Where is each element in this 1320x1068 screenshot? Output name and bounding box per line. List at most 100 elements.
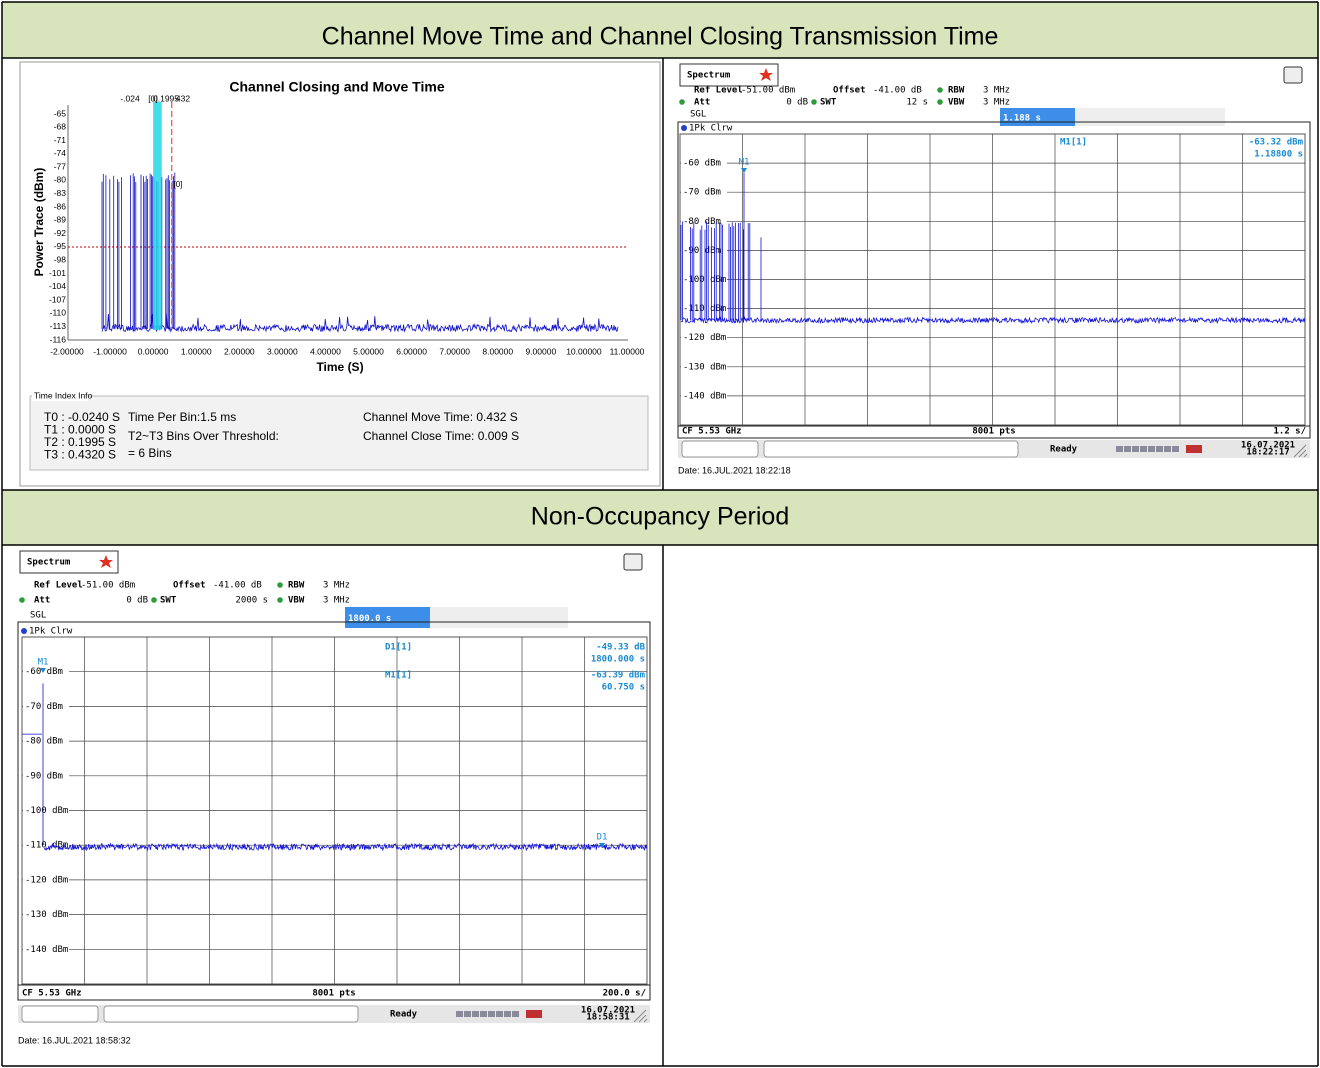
x-tick-label: 1.00000 [181,346,212,356]
label-bg [681,187,727,198]
tab-label: Spectrum [687,71,731,81]
status-block [1132,446,1139,452]
setting-value: -51.00 dBm [81,581,135,591]
setting-label: Ref Level [694,86,743,96]
y-level-label: -130 dBm [683,362,726,372]
y-tick-label: -116 [50,334,67,344]
spectrum-tab [679,63,779,87]
status-dot [277,582,283,588]
label-bg [681,303,727,314]
status-dot [277,597,283,603]
x-tick-label: 10.00000 [566,346,602,356]
tab-icon [99,555,113,568]
readout-box [345,607,430,628]
y-level-label: -80 dBm [683,217,721,227]
status-field [103,1005,359,1023]
status-block [496,1011,503,1017]
label-bg [681,245,727,256]
trace-dot [21,628,27,634]
info-legend-bg [32,390,88,401]
marker-value: -63.39 dBm [591,671,646,681]
status-field [763,440,1019,458]
label-bg [23,909,69,920]
y-tick-label: -101 [49,268,66,278]
setting-value: 3 MHz [323,581,350,591]
x-tick-label: 9.00000 [525,346,556,356]
y-tick-label: -98 [54,254,67,264]
y-level-label: -120 dBm [25,875,68,885]
y-level-label: -60 dBm [25,667,63,677]
time-index: T1 : 0.0000 S [44,423,116,437]
marker-value: 60.750 s [602,683,645,693]
status-block [1124,446,1131,452]
setting-label: Ref Level [34,581,83,591]
status-block [1148,446,1155,452]
setting-value: -51.00 dBm [741,86,795,96]
info-text: T2~T3 Bins Over Threshold: [128,429,279,443]
stamp-time: 18:22:17 [1246,448,1289,458]
marker-value: 1.18800 s [1254,150,1303,160]
resize-grip [633,1009,648,1023]
setting-label: VBW [288,596,305,606]
setting-value: -41.00 dB [873,86,922,96]
info-box [29,395,649,471]
trace-label: 1Pk Clrw [689,124,733,134]
label-bg [681,158,727,169]
y-tick-label: -92 [54,228,67,238]
y-level-label: -140 dBm [25,945,68,955]
plot-title: Channel Closing and Move Time [229,79,444,95]
y-tick-label: -77 [54,161,67,171]
label-bg [681,274,727,285]
section-title: Channel Move Time and Channel Closing Tr… [322,23,999,51]
x-tick-label: 7.00000 [439,346,470,356]
marker-name: M1[1] [1060,138,1087,148]
marker-name: D1[1] [385,643,412,653]
status-block [488,1011,495,1017]
capture-date: Date: 16.JUL.2021 18:58:32 [18,1035,131,1045]
status-text: Ready [1050,445,1078,455]
label-bg [23,770,69,781]
marker-label: M1 [739,158,750,168]
tab-icon [759,68,773,81]
sweep-readout: 1.188 s [1003,114,1041,124]
y-level-label: -110 dBm [25,841,68,851]
marker-triangle [599,843,605,848]
setting-value: 3 MHz [323,596,350,606]
setting-label: Offset [833,86,866,96]
label-bg [681,216,727,227]
y-level-label: -70 dBm [683,188,721,198]
spectrum-trace [22,683,648,852]
setting-value: 0 dB [126,596,148,606]
setting-value: 3 MHz [983,98,1010,108]
y-tick-label: -71 [54,135,67,145]
y-tick-label: -65 [54,108,67,118]
status-block [1140,446,1147,452]
status-logo [526,1010,542,1018]
section-title: Non-Occupancy Period [531,503,789,531]
info-text: Time Per Bin:1.5 ms [128,410,236,424]
span: 200.0 s/ [603,989,646,999]
y-tick-label: -86 [54,201,67,211]
status-block [464,1011,471,1017]
marker-triangle [40,668,46,673]
label-bg [681,361,727,372]
x-tick-label: 4.00000 [310,346,341,356]
y-level-label: -140 dBm [683,391,726,401]
section-header [2,490,1318,545]
stamp-time: 18:58:31 [586,1013,629,1023]
panel-icon [1283,66,1303,84]
status-dot [937,87,943,93]
label-bg [681,390,727,401]
x-tick-label: -1.00000 [93,346,127,356]
tab-label: Spectrum [27,558,71,568]
x-tick-label: -2.00000 [50,346,84,356]
spectrum-tab [19,550,119,574]
marker-triangle [741,168,747,173]
label-bg [681,332,727,343]
setting-label: SWT [160,596,177,606]
setting-value: 12 s [906,98,928,108]
trace-box [677,121,1311,439]
panel-icon [623,553,643,571]
status-block [456,1011,463,1017]
